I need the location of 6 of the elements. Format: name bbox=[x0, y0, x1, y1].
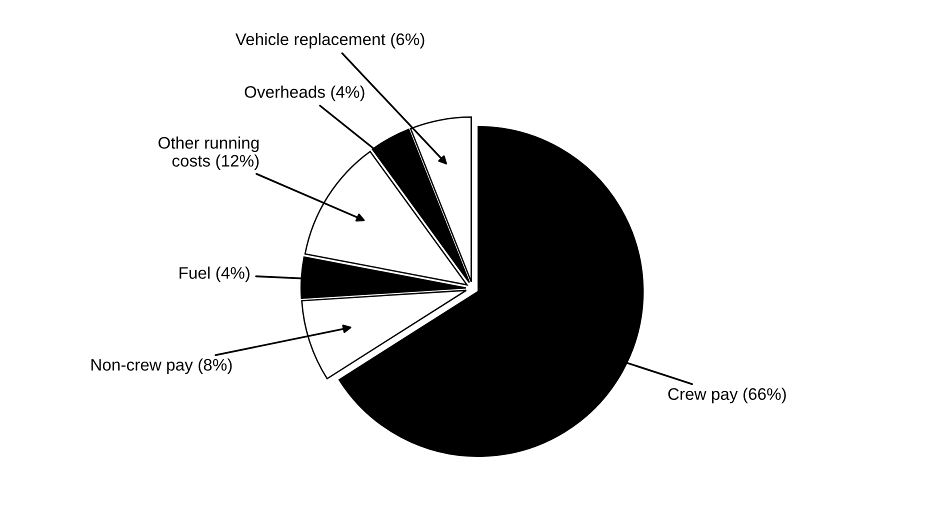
slice-label: Crew pay (66%) bbox=[668, 388, 786, 404]
slice-label: Non-crew pay (8%) bbox=[91, 358, 232, 374]
slice-label: Other running costs (12%) bbox=[158, 136, 259, 170]
slice-label: Vehicle replacement (6%) bbox=[235, 32, 424, 48]
slice-label: Fuel (4%) bbox=[180, 266, 250, 282]
slice-label: Overheads (4%) bbox=[244, 86, 364, 102]
